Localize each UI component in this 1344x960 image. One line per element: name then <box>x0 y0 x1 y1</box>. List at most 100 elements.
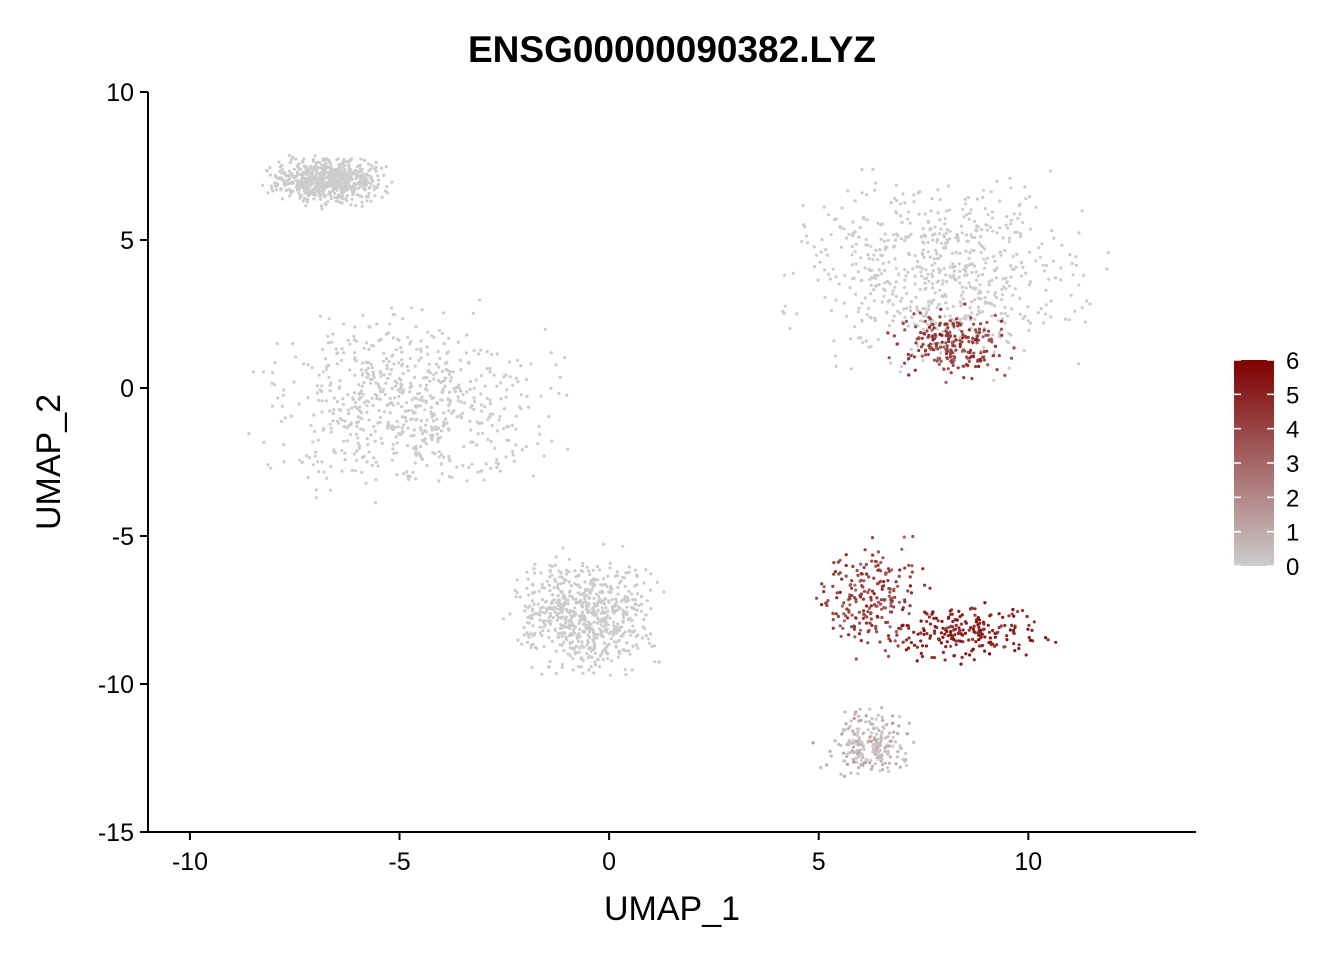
cell-point <box>615 570 619 574</box>
cell-point <box>475 420 479 424</box>
cell-point <box>879 253 883 257</box>
cell-point <box>543 623 548 627</box>
cell-point <box>854 588 858 592</box>
cell-point <box>1009 275 1013 279</box>
cell-point <box>920 354 924 358</box>
cell-point <box>502 407 506 411</box>
cell-point <box>920 644 925 648</box>
cell-point <box>982 328 986 332</box>
cell-point <box>459 389 463 393</box>
cell-point <box>483 405 487 409</box>
cell-point <box>820 603 824 607</box>
cell-point <box>331 180 335 185</box>
cell-point <box>936 356 940 360</box>
cell-point <box>873 752 877 756</box>
cell-point <box>895 755 900 759</box>
cell-point <box>569 584 573 588</box>
cell-point <box>895 342 900 346</box>
cell-point <box>591 568 596 572</box>
cell-point <box>881 718 885 722</box>
cell-point <box>317 187 321 191</box>
cell-point <box>973 613 977 617</box>
cell-point <box>495 429 499 433</box>
cell-point <box>893 244 897 248</box>
cell-point <box>966 350 970 354</box>
cell-point <box>954 250 958 255</box>
cell-point <box>290 342 295 346</box>
cell-point <box>912 355 917 359</box>
cell-point <box>1039 307 1043 311</box>
cell-point <box>305 184 309 189</box>
cell-point <box>911 267 915 271</box>
cell-point <box>612 624 616 628</box>
cell-point <box>1012 642 1016 646</box>
cell-point <box>279 419 283 423</box>
cell-point <box>443 362 448 366</box>
cell-point <box>360 195 364 199</box>
cell-point <box>840 732 844 736</box>
cell-point <box>600 606 604 610</box>
cell-point <box>360 176 364 180</box>
cell-point <box>581 658 585 663</box>
cell-point <box>530 665 534 670</box>
cell-point <box>926 272 930 276</box>
cell-point <box>935 359 939 363</box>
cell-point <box>479 374 483 378</box>
cell-point <box>433 451 437 456</box>
cell-point <box>624 571 628 575</box>
cell-point <box>338 379 342 383</box>
cell-point <box>557 635 561 639</box>
cell-point <box>354 183 358 187</box>
cell-point <box>649 588 653 592</box>
cell-point <box>431 396 436 400</box>
cell-point <box>349 185 353 189</box>
cell-point <box>979 322 983 326</box>
cell-point <box>844 236 849 240</box>
cell-point <box>865 218 869 222</box>
cell-point <box>923 583 927 587</box>
cell-point <box>851 729 855 733</box>
cell-point <box>941 330 945 334</box>
cell-point <box>1049 315 1053 319</box>
cell-point <box>559 602 563 606</box>
cell-point <box>874 717 878 721</box>
cell-point <box>900 624 904 628</box>
cell-point <box>341 397 345 401</box>
cell-point <box>854 600 858 604</box>
cell-point <box>870 559 874 563</box>
cell-point <box>990 340 994 344</box>
cell-point <box>392 396 397 400</box>
cell-point <box>419 339 423 343</box>
cell-point <box>507 439 511 443</box>
cell-point <box>330 340 334 344</box>
cell-point <box>985 320 989 324</box>
cell-point <box>876 713 880 717</box>
cell-point <box>370 463 374 467</box>
cell-point <box>334 181 338 185</box>
cell-point <box>868 315 872 319</box>
cell-point <box>944 347 948 351</box>
cell-point <box>916 259 920 264</box>
cell-point <box>345 439 349 443</box>
cell-point <box>291 181 295 185</box>
cell-point <box>439 429 443 433</box>
cell-point <box>877 283 881 287</box>
cell-point <box>444 417 448 421</box>
cell-point <box>894 762 898 766</box>
cell-point <box>571 640 575 644</box>
cell-point <box>527 593 531 597</box>
cell-point <box>587 596 591 600</box>
cell-point <box>906 210 911 214</box>
cell-point <box>561 546 565 550</box>
cell-point <box>589 622 593 626</box>
cell-point <box>913 253 917 258</box>
cell-point <box>846 743 850 747</box>
cell-point <box>1060 243 1064 247</box>
cell-point <box>423 376 427 380</box>
cell-point <box>901 321 905 326</box>
cell-point <box>908 604 912 608</box>
cell-point <box>873 188 877 192</box>
cell-point <box>548 575 552 579</box>
cell-point <box>844 574 848 578</box>
